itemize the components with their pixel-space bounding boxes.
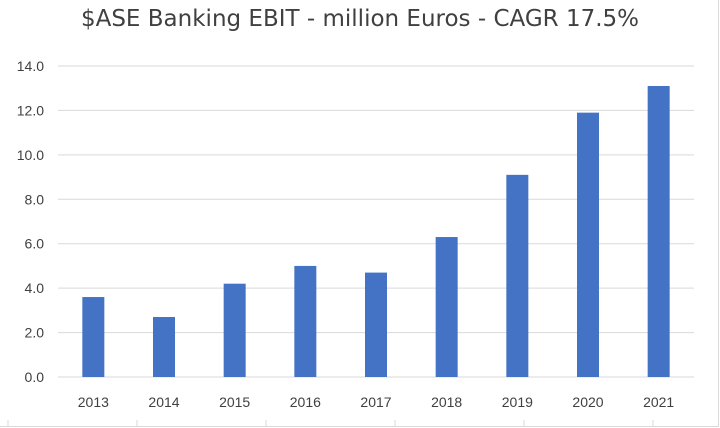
x-tick-label: 2020 bbox=[572, 394, 603, 410]
y-tick-label: 14.0 bbox=[17, 58, 44, 74]
y-tick-label: 4.0 bbox=[25, 280, 45, 296]
bar bbox=[647, 85, 670, 377]
bar bbox=[365, 272, 387, 377]
x-tick-label: 2018 bbox=[431, 394, 462, 410]
x-tick-label: 2017 bbox=[360, 394, 391, 410]
bar bbox=[577, 112, 599, 378]
x-tick-label: 2021 bbox=[643, 394, 674, 410]
bar bbox=[153, 317, 175, 377]
bar bbox=[435, 237, 458, 377]
bar bbox=[82, 297, 105, 377]
y-tick-label: 10.0 bbox=[17, 147, 44, 163]
y-tick-label: 6.0 bbox=[25, 236, 45, 252]
x-tick-label: 2015 bbox=[219, 394, 250, 410]
bar bbox=[294, 265, 317, 377]
x-tick-label: 2016 bbox=[290, 394, 321, 410]
x-tick-label: 2013 bbox=[78, 394, 109, 410]
bar bbox=[506, 174, 529, 377]
chart-title: $ASE Banking EBIT - million Euros - CAGR… bbox=[80, 6, 640, 32]
y-tick-label: 8.0 bbox=[25, 191, 45, 207]
y-tick-label: 2.0 bbox=[25, 325, 45, 341]
y-tick-label: 12.0 bbox=[17, 102, 44, 118]
x-tick-label: 2019 bbox=[502, 394, 533, 410]
y-tick-label: 0.0 bbox=[25, 369, 45, 385]
x-tick-label: 2014 bbox=[148, 394, 179, 410]
bar bbox=[223, 283, 246, 377]
